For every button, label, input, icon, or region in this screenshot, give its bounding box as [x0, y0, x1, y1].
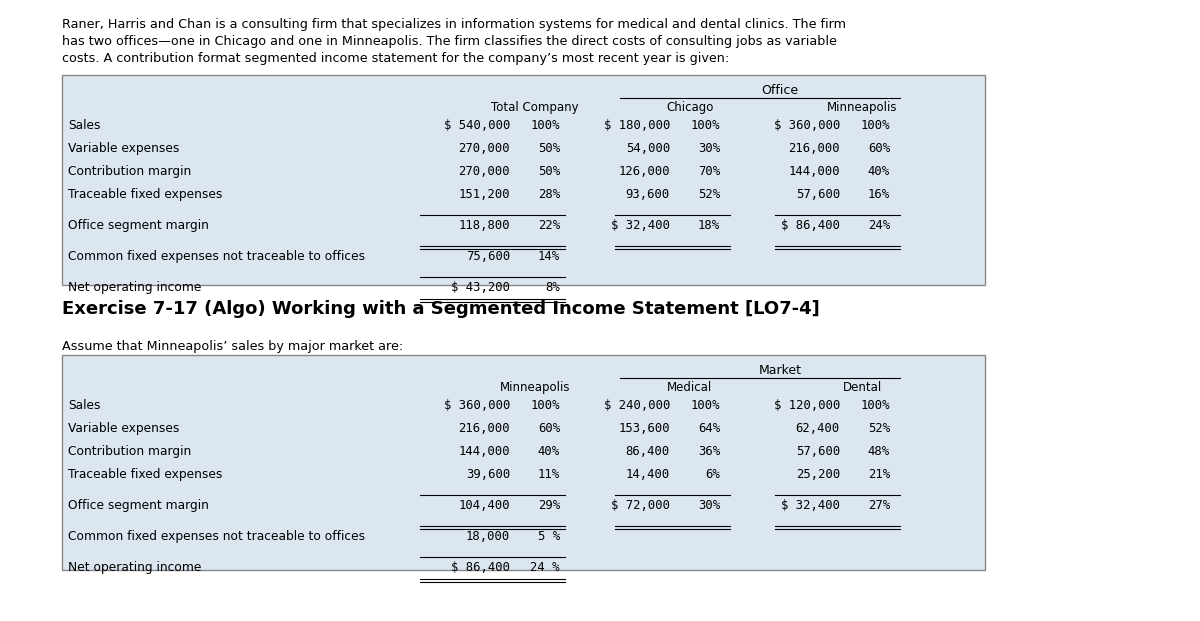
Text: $ 240,000: $ 240,000 [604, 399, 670, 412]
Text: 22%: 22% [538, 219, 560, 232]
Text: 60%: 60% [538, 422, 560, 435]
Text: 6%: 6% [706, 468, 720, 481]
Text: 70%: 70% [698, 165, 720, 178]
Text: 5 %: 5 % [538, 530, 560, 543]
Text: 36%: 36% [698, 445, 720, 458]
Text: 40%: 40% [868, 165, 890, 178]
Text: 216,000: 216,000 [458, 422, 510, 435]
Text: 100%: 100% [530, 119, 560, 132]
Text: 27%: 27% [868, 499, 890, 512]
Text: $ 180,000: $ 180,000 [604, 119, 670, 132]
Text: 126,000: 126,000 [618, 165, 670, 178]
Text: 216,000: 216,000 [788, 142, 840, 155]
Text: 48%: 48% [868, 445, 890, 458]
Text: 86,400: 86,400 [625, 445, 670, 458]
Text: Assume that Minneapolis’ sales by major market are:: Assume that Minneapolis’ sales by major … [62, 340, 403, 353]
Text: $ 86,400: $ 86,400 [451, 561, 510, 574]
Text: 75,600: 75,600 [466, 250, 510, 263]
Text: costs. A contribution format segmented income statement for the company’s most r: costs. A contribution format segmented i… [62, 52, 730, 65]
Text: 29%: 29% [538, 499, 560, 512]
Text: 54,000: 54,000 [625, 142, 670, 155]
Text: Market: Market [758, 364, 802, 377]
Bar [62, 75, 985, 285]
Text: 39,600: 39,600 [466, 468, 510, 481]
Text: 11%: 11% [538, 468, 560, 481]
Text: $ 72,000: $ 72,000 [611, 499, 670, 512]
Text: Total Company: Total Company [491, 101, 578, 114]
Text: 151,200: 151,200 [458, 188, 510, 201]
Text: 144,000: 144,000 [788, 165, 840, 178]
Text: 100%: 100% [530, 399, 560, 412]
Text: $ 360,000: $ 360,000 [444, 399, 510, 412]
Text: 104,400: 104,400 [458, 499, 510, 512]
Text: $ 32,400: $ 32,400 [611, 219, 670, 232]
Text: 270,000: 270,000 [458, 165, 510, 178]
Text: 30%: 30% [698, 499, 720, 512]
Text: Medical: Medical [667, 381, 713, 394]
Text: $ 43,200: $ 43,200 [451, 281, 510, 294]
Text: 57,600: 57,600 [796, 188, 840, 201]
Text: Dental: Dental [842, 381, 882, 394]
Text: $ 540,000: $ 540,000 [444, 119, 510, 132]
Text: 24%: 24% [868, 219, 890, 232]
Text: has two offices—one in Chicago and one in Minneapolis. The firm classifies the d: has two offices—one in Chicago and one i… [62, 35, 836, 48]
Text: Variable expenses: Variable expenses [68, 422, 179, 435]
Text: 62,400: 62,400 [796, 422, 840, 435]
Text: 60%: 60% [868, 142, 890, 155]
Text: Contribution margin: Contribution margin [68, 445, 191, 458]
Text: $ 86,400: $ 86,400 [781, 219, 840, 232]
Bar [62, 355, 985, 570]
Text: 52%: 52% [868, 422, 890, 435]
Text: Office segment margin: Office segment margin [68, 219, 209, 232]
Text: 100%: 100% [860, 399, 890, 412]
Text: 100%: 100% [690, 119, 720, 132]
Text: Net operating income: Net operating income [68, 281, 202, 294]
Text: 100%: 100% [690, 399, 720, 412]
Text: Contribution margin: Contribution margin [68, 165, 191, 178]
Text: 8%: 8% [545, 281, 560, 294]
Text: Net operating income: Net operating income [68, 561, 202, 574]
Text: 25,200: 25,200 [796, 468, 840, 481]
Text: 52%: 52% [698, 188, 720, 201]
Text: Minneapolis: Minneapolis [827, 101, 898, 114]
Text: 144,000: 144,000 [458, 445, 510, 458]
Text: 100%: 100% [860, 119, 890, 132]
Text: Raner, Harris and Chan is a consulting firm that specializes in information syst: Raner, Harris and Chan is a consulting f… [62, 18, 846, 31]
Text: 153,600: 153,600 [618, 422, 670, 435]
Text: Traceable fixed expenses: Traceable fixed expenses [68, 188, 222, 201]
Text: Variable expenses: Variable expenses [68, 142, 179, 155]
Text: Common fixed expenses not traceable to offices: Common fixed expenses not traceable to o… [68, 530, 365, 543]
Text: 24 %: 24 % [530, 561, 560, 574]
Text: 270,000: 270,000 [458, 142, 510, 155]
Text: 50%: 50% [538, 142, 560, 155]
Text: 18%: 18% [698, 219, 720, 232]
Text: 64%: 64% [698, 422, 720, 435]
Text: 14,400: 14,400 [625, 468, 670, 481]
Text: $ 360,000: $ 360,000 [774, 119, 840, 132]
Text: 57,600: 57,600 [796, 445, 840, 458]
Text: Minneapolis: Minneapolis [499, 381, 570, 394]
Text: Office segment margin: Office segment margin [68, 499, 209, 512]
Text: 30%: 30% [698, 142, 720, 155]
Text: 14%: 14% [538, 250, 560, 263]
Text: Chicago: Chicago [666, 101, 714, 114]
Text: 18,000: 18,000 [466, 530, 510, 543]
Text: Traceable fixed expenses: Traceable fixed expenses [68, 468, 222, 481]
Text: Exercise 7-17 (Algo) Working with a Segmented Income Statement [LO7-4]: Exercise 7-17 (Algo) Working with a Segm… [62, 300, 820, 318]
Text: 16%: 16% [868, 188, 890, 201]
Text: 118,800: 118,800 [458, 219, 510, 232]
Text: 28%: 28% [538, 188, 560, 201]
Text: 21%: 21% [868, 468, 890, 481]
Text: 40%: 40% [538, 445, 560, 458]
Text: Office: Office [762, 84, 798, 97]
Text: $ 32,400: $ 32,400 [781, 499, 840, 512]
Text: $ 120,000: $ 120,000 [774, 399, 840, 412]
Text: 50%: 50% [538, 165, 560, 178]
Text: Sales: Sales [68, 119, 101, 132]
Text: Sales: Sales [68, 399, 101, 412]
Text: Common fixed expenses not traceable to offices: Common fixed expenses not traceable to o… [68, 250, 365, 263]
Text: 93,600: 93,600 [625, 188, 670, 201]
